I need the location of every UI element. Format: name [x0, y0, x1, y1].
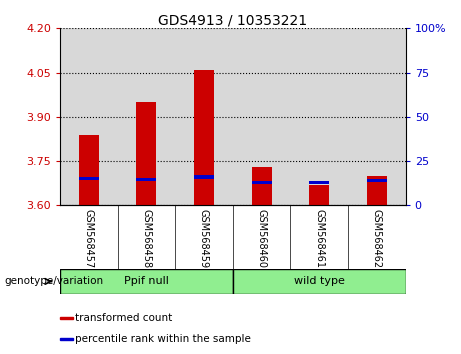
Text: percentile rank within the sample: percentile rank within the sample	[75, 334, 251, 344]
Bar	[60, 269, 233, 294]
Bar	[194, 175, 214, 179]
Bar	[252, 181, 272, 184]
Text: GSM568457: GSM568457	[84, 209, 94, 268]
Bar	[60, 317, 73, 319]
Bar	[309, 181, 329, 184]
Text: wild type: wild type	[294, 276, 345, 286]
Bar	[79, 177, 99, 180]
Bar	[348, 28, 406, 205]
Bar	[60, 338, 73, 340]
Bar	[367, 179, 387, 182]
Bar	[194, 70, 214, 205]
Text: GSM568460: GSM568460	[257, 209, 266, 268]
Bar	[252, 167, 272, 205]
Bar	[233, 269, 406, 294]
Text: GSM568462: GSM568462	[372, 209, 382, 268]
Title: GDS4913 / 10353221: GDS4913 / 10353221	[158, 13, 307, 27]
Bar	[175, 28, 233, 205]
Bar	[290, 28, 348, 205]
Bar	[233, 28, 290, 205]
Text: GSM568458: GSM568458	[142, 209, 151, 268]
Bar	[367, 176, 387, 205]
Bar	[136, 178, 156, 181]
Text: GSM568459: GSM568459	[199, 209, 209, 268]
Bar	[79, 135, 99, 205]
Text: Ppif null: Ppif null	[124, 276, 169, 286]
Bar	[309, 185, 329, 205]
Text: GSM568461: GSM568461	[314, 209, 324, 268]
Bar	[60, 28, 118, 205]
Text: transformed count: transformed count	[75, 313, 172, 323]
Bar	[118, 28, 175, 205]
Text: genotype/variation: genotype/variation	[5, 276, 104, 286]
Bar	[136, 102, 156, 205]
